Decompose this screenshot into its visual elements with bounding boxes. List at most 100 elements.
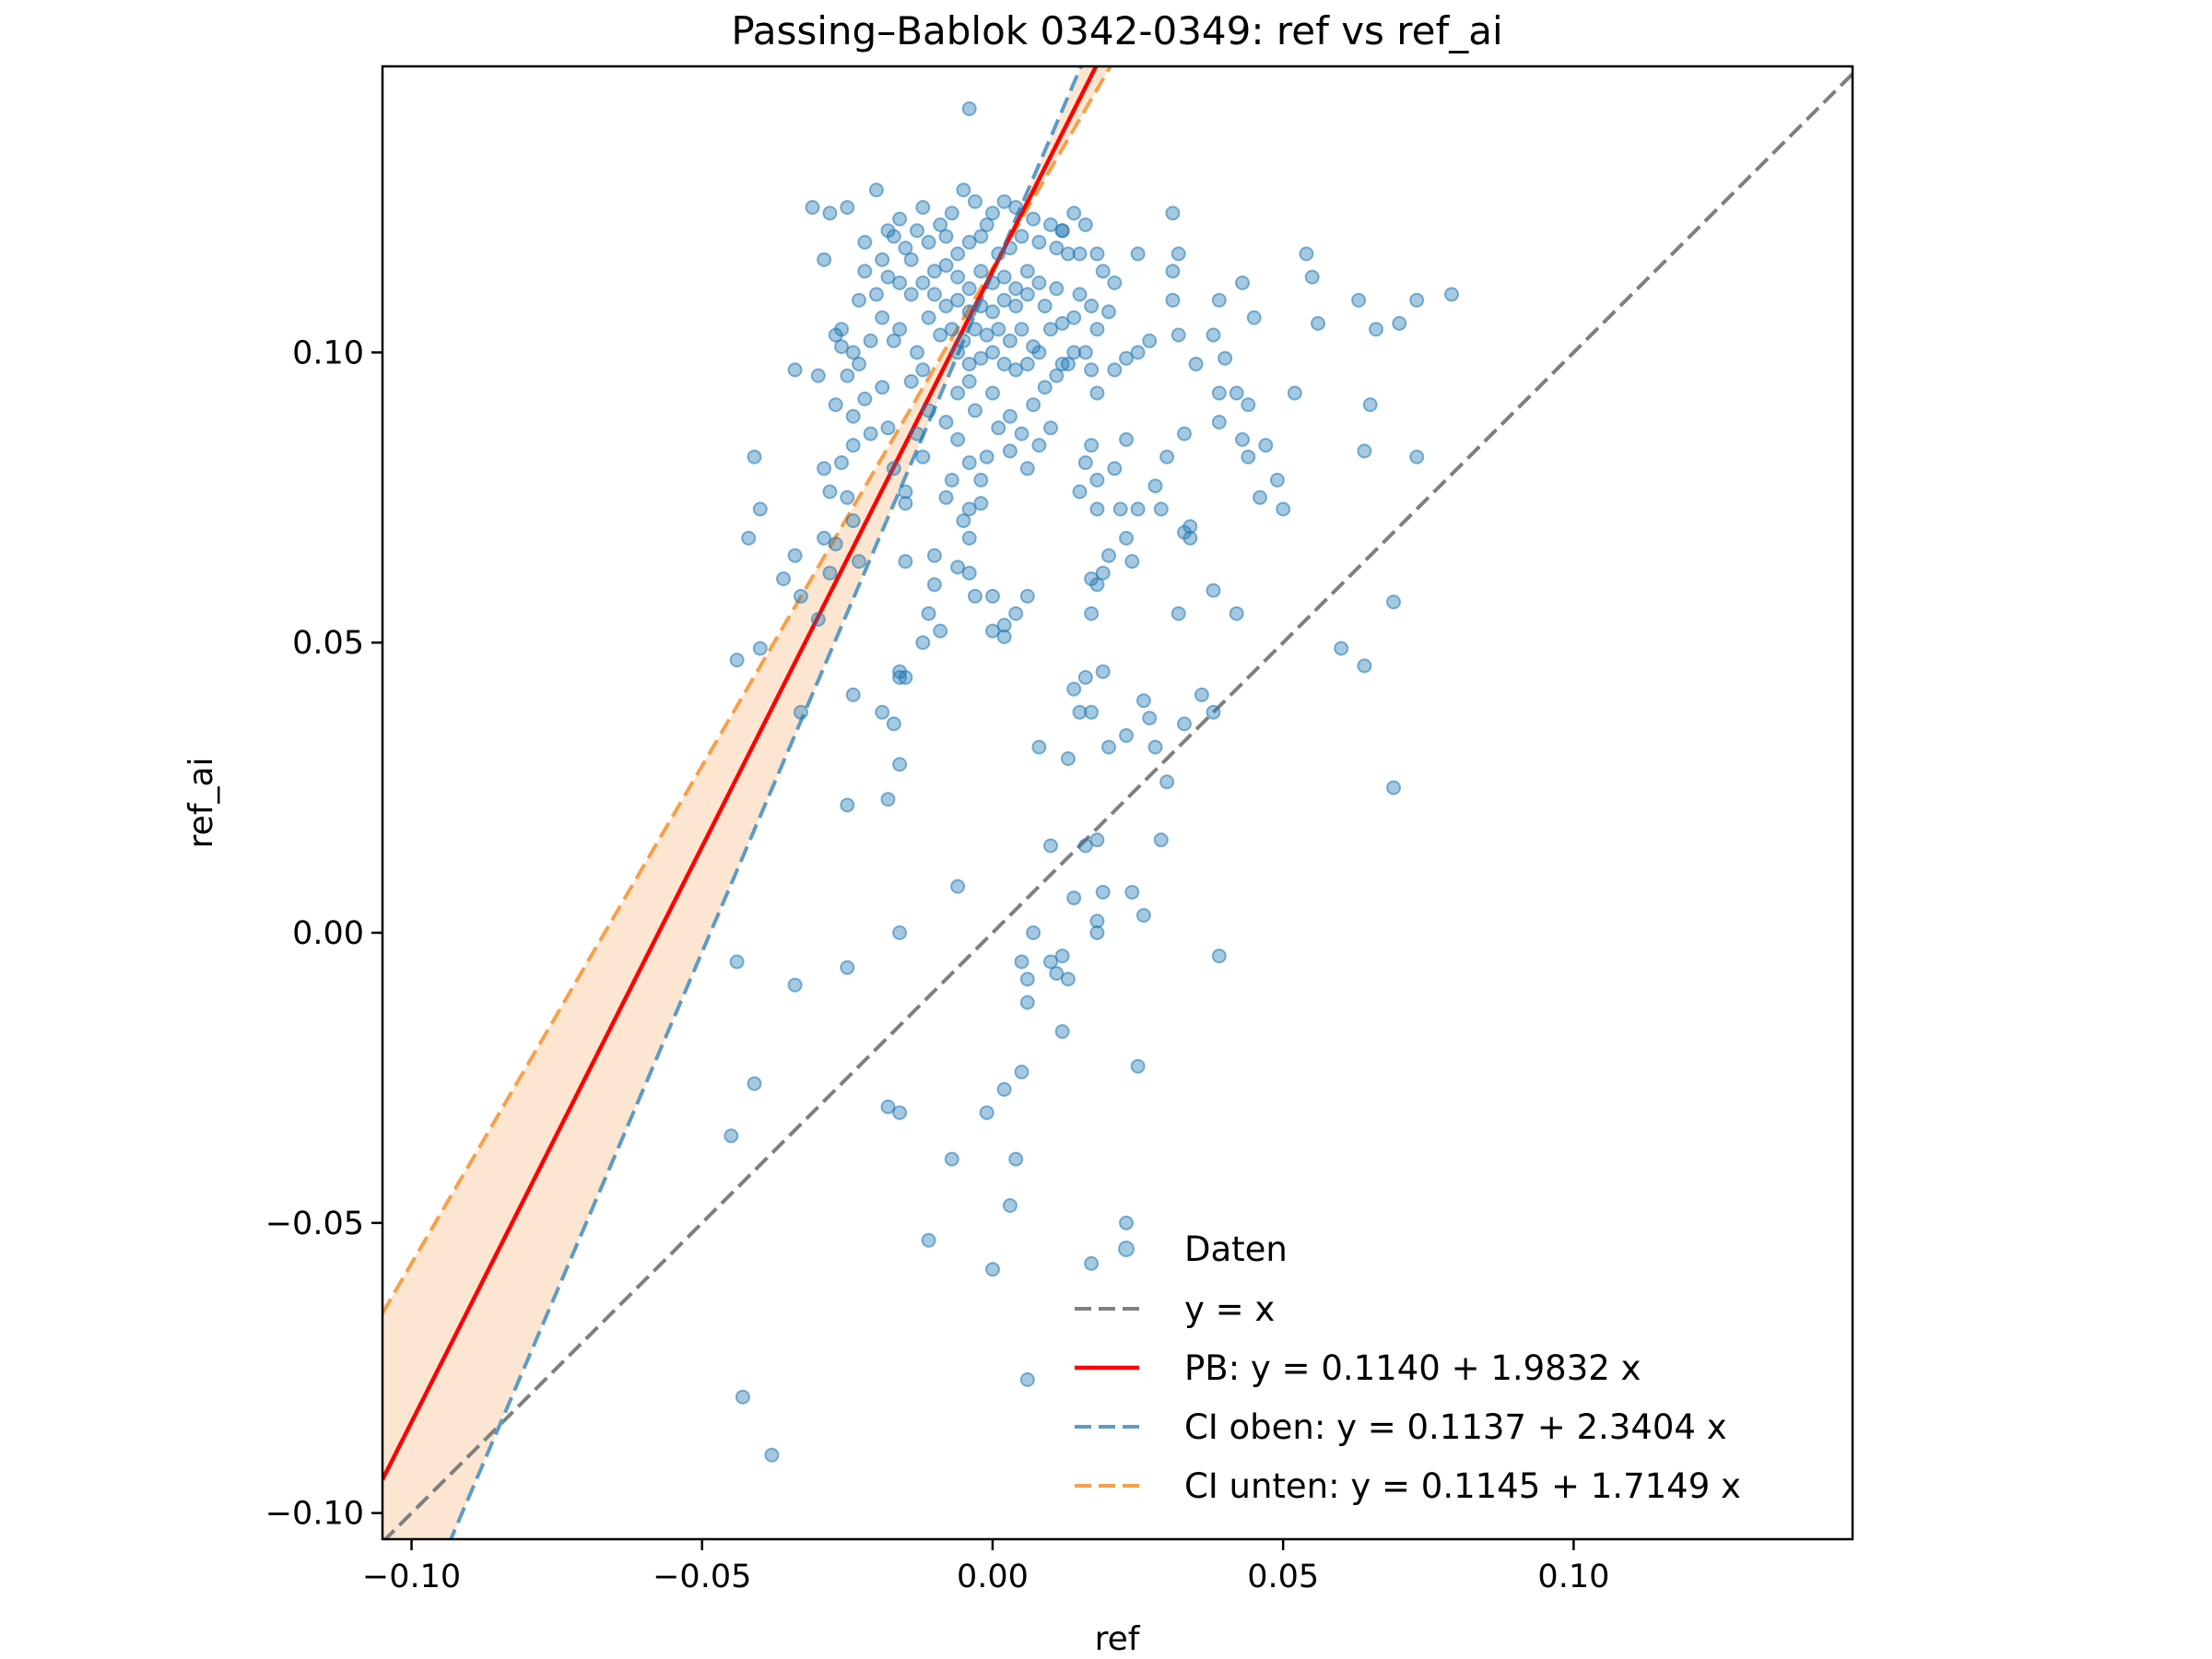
data-point — [898, 484, 913, 500]
data-point — [956, 182, 971, 198]
data-point — [1119, 1215, 1134, 1230]
data-point — [1101, 547, 1116, 563]
data-point — [1119, 530, 1134, 546]
data-point — [1060, 751, 1076, 767]
data-point — [921, 310, 936, 325]
data-point — [875, 704, 890, 720]
data-point — [1095, 664, 1111, 679]
data-point — [764, 1447, 780, 1463]
data-point — [921, 403, 936, 418]
data-point — [1095, 565, 1111, 581]
data-point — [1362, 397, 1378, 413]
data-point — [1095, 885, 1111, 900]
data-point — [1089, 577, 1105, 593]
data-point — [950, 385, 966, 401]
data-point — [961, 501, 977, 517]
data-point — [1253, 489, 1267, 505]
data-point — [828, 536, 843, 552]
data-point — [985, 588, 1000, 604]
data-point — [944, 1151, 959, 1167]
data-point — [1049, 966, 1065, 982]
data-point — [1054, 1024, 1070, 1040]
identity-line — [382, 72, 1853, 1539]
data-point — [1246, 310, 1262, 325]
data-point — [1171, 606, 1186, 621]
data-point — [1026, 397, 1041, 413]
data-point — [991, 246, 1006, 262]
data-point — [938, 299, 954, 313]
data-point — [793, 704, 808, 720]
data-point — [979, 217, 994, 232]
data-point — [910, 223, 924, 239]
data-point — [1008, 1151, 1024, 1167]
data-point — [1171, 246, 1186, 262]
data-point — [1031, 275, 1047, 290]
data-point — [805, 200, 820, 215]
data-point — [1107, 275, 1123, 290]
data-point — [1066, 310, 1082, 325]
data-point — [1066, 681, 1082, 697]
data-point — [857, 264, 873, 279]
data-point — [840, 200, 855, 215]
data-point — [961, 281, 977, 297]
data-point — [915, 635, 931, 651]
data-point — [1019, 588, 1035, 604]
data-point — [910, 426, 924, 441]
data-point — [1049, 241, 1065, 256]
data-point — [1101, 739, 1116, 755]
data-point — [834, 455, 849, 470]
legend-label-ci-upper: CI oben: y = 0.1137 + 2.3404 x — [1184, 1407, 1727, 1447]
data-point — [1089, 472, 1105, 488]
data-point — [1014, 322, 1030, 337]
data-point — [915, 362, 931, 378]
data-point — [938, 229, 954, 244]
ci-lower-line — [382, 66, 1113, 1314]
data-point — [1135, 693, 1151, 709]
data-point — [1107, 461, 1123, 477]
data-point — [752, 501, 768, 517]
data-point — [1165, 292, 1181, 308]
data-point — [1235, 431, 1250, 447]
data-point — [961, 565, 977, 581]
data-point — [1060, 246, 1076, 262]
y-tick-label: −0.05 — [265, 1206, 364, 1242]
data-point — [747, 449, 762, 465]
data-point — [1072, 484, 1088, 500]
data-point — [1066, 890, 1082, 906]
data-point — [950, 878, 966, 894]
data-point — [973, 229, 989, 244]
data-point — [1031, 234, 1047, 250]
y-tick-label: 0.00 — [292, 915, 364, 952]
data-point — [1043, 954, 1058, 970]
data-point — [1229, 606, 1244, 621]
data-point — [961, 234, 977, 250]
data-point — [892, 925, 908, 940]
data-point — [915, 275, 931, 290]
data-point — [985, 385, 1000, 401]
data-point — [852, 357, 866, 371]
data-point — [729, 954, 745, 970]
data-point — [985, 206, 1000, 221]
data-point — [1241, 397, 1256, 413]
data-point — [1054, 315, 1070, 331]
data-point — [910, 345, 924, 360]
data-point — [1206, 327, 1221, 343]
data-point — [898, 496, 913, 512]
data-point — [1211, 948, 1227, 964]
data-point — [1019, 357, 1035, 371]
data-point — [1386, 780, 1401, 795]
data-point — [950, 345, 966, 360]
data-point — [973, 350, 989, 366]
data-point — [944, 206, 959, 221]
data-point — [1077, 345, 1093, 360]
data-point — [863, 333, 878, 348]
data-point — [886, 461, 901, 477]
data-point — [1218, 350, 1233, 366]
data-point — [857, 391, 873, 406]
data-point — [1019, 287, 1035, 302]
x-tick-label: 0.05 — [1247, 1559, 1319, 1595]
legend-label-pb: PB: y = 0.1140 + 1.9832 x — [1184, 1348, 1641, 1388]
data-point — [996, 1082, 1012, 1097]
data-point — [979, 449, 994, 465]
data-point — [875, 380, 890, 395]
